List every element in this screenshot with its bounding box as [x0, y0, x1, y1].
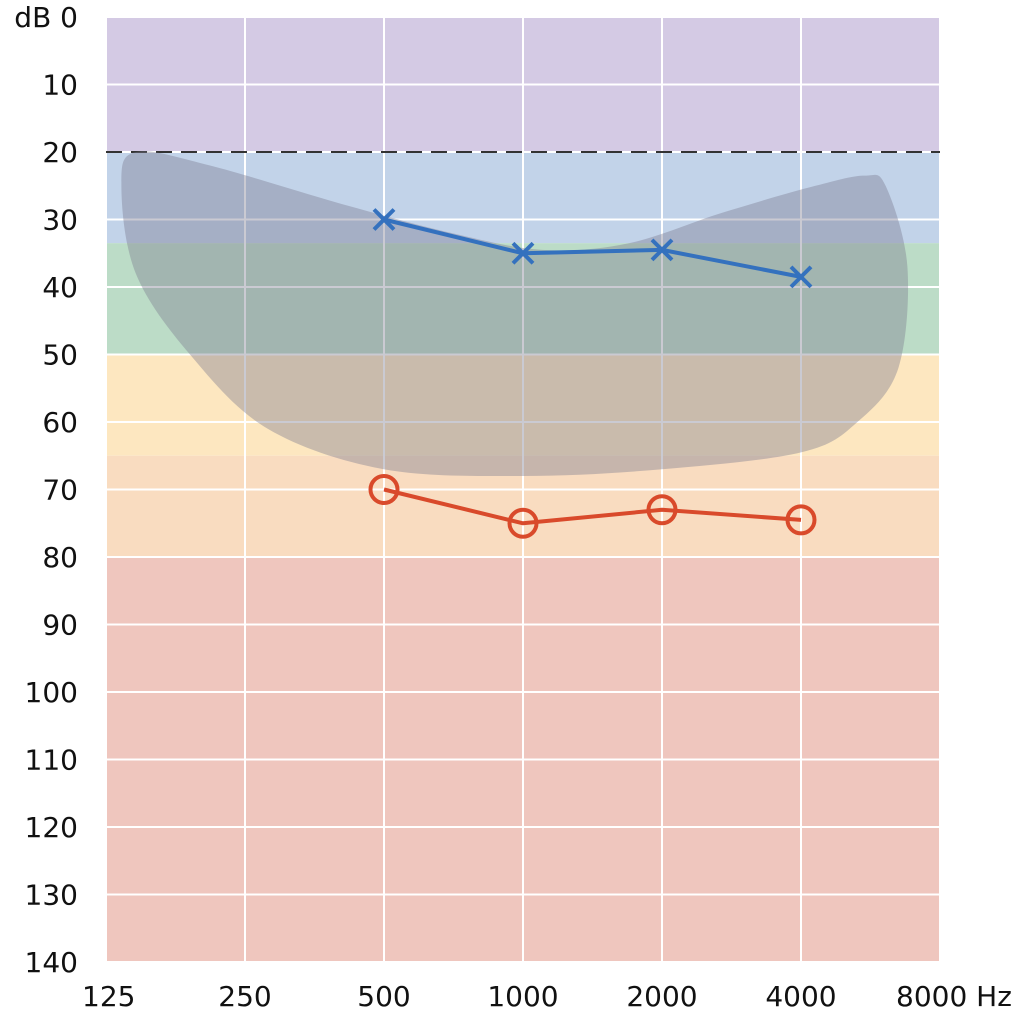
x-tick-label: 500 — [357, 980, 410, 1013]
x-marker-stroke — [650, 238, 674, 262]
shaded-region — [121, 151, 909, 477]
series-0-line — [383, 217, 802, 279]
y-tick-label: 20 — [42, 136, 78, 169]
x-marker-stroke — [372, 208, 396, 231]
series-1-point-2 — [646, 494, 678, 526]
series-1-point-3 — [785, 504, 817, 536]
audiogram-series — [368, 208, 817, 539]
y-tick-label: 140 — [25, 946, 78, 979]
series-0-point-3 — [789, 265, 813, 289]
y-tick-label: dB 0 — [14, 1, 78, 34]
series-1 — [368, 474, 817, 539]
y-tick-label: 90 — [42, 609, 78, 642]
y-axis-tick-labels: dB 0 10 20 30 40 50 60 70 80 90 100 110 120 130 140 — [14, 1, 78, 979]
x-marker-stroke — [511, 241, 535, 265]
grid — [105, 16, 941, 963]
y-tick-label: 110 — [25, 744, 78, 777]
y-tick-label: 80 — [42, 541, 78, 574]
y-tick-label: 70 — [42, 474, 78, 507]
x-marker-stroke — [789, 265, 813, 289]
series-0 — [372, 208, 813, 289]
y-tick-label: 50 — [42, 339, 78, 372]
series-0-point-0 — [372, 208, 396, 231]
x-tick-label: 125 — [82, 980, 135, 1013]
series-0-point-2 — [650, 238, 674, 262]
series-0-point-1 — [511, 241, 535, 265]
speech-banana-region — [121, 151, 909, 477]
series-1-point-0 — [368, 474, 400, 505]
y-tick-label: 60 — [42, 406, 78, 439]
y-tick-label: 10 — [42, 69, 78, 102]
x-tick-label: 250 — [218, 980, 271, 1013]
series-1-line — [383, 487, 802, 526]
x-tick-label: 1000 — [487, 980, 558, 1013]
x-tick-label: 4000 — [765, 980, 836, 1013]
y-tick-label: 120 — [25, 811, 78, 844]
y-tick-label: 100 — [25, 676, 78, 709]
x-tick-label: 8000 Hz — [896, 980, 1012, 1013]
series-1-point-1 — [507, 507, 539, 539]
x-axis-tick-labels: 125 250 500 1000 2000 4000 8000 Hz — [82, 980, 1012, 1013]
y-tick-label: 40 — [42, 271, 78, 304]
x-tick-label: 2000 — [626, 980, 697, 1013]
y-tick-label: 130 — [25, 879, 78, 912]
y-tick-label: 30 — [42, 204, 78, 237]
